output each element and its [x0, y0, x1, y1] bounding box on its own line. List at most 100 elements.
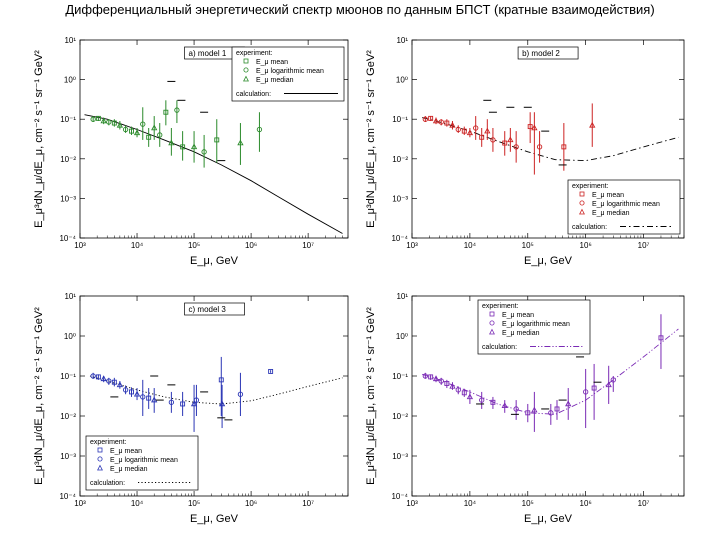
legend-item-label: E_μ logarithmic mean — [502, 321, 570, 328]
x-axis-label: E_μ, GeV — [524, 255, 573, 267]
data-point — [268, 368, 274, 374]
legend-frame — [231, 46, 345, 102]
legend-item-label: E_μ median — [256, 77, 294, 84]
data-point — [218, 400, 226, 407]
legend-header: experiment: — [482, 303, 519, 310]
data-point — [237, 139, 244, 146]
panel-title: b) model 2 — [522, 49, 560, 58]
y-tick-label: 10⁻¹ — [392, 115, 408, 124]
data-point — [490, 137, 496, 143]
legend: experiment: E_μ mean E_μ logarithmic mean E… — [85, 435, 199, 491]
x-tick-label: 10⁶ — [580, 241, 592, 250]
data-point — [95, 115, 101, 121]
data-point — [583, 389, 589, 395]
data-point — [461, 128, 467, 134]
data-point — [466, 393, 474, 400]
data-point — [561, 144, 567, 150]
data-point — [473, 125, 479, 131]
x-axis-label: E_μ, GeV — [524, 513, 573, 525]
calculation-curve — [84, 114, 343, 234]
data-point — [129, 128, 134, 134]
legend-calc-label: calculation: — [482, 344, 517, 351]
x-tick-label: 10⁵ — [522, 241, 534, 250]
y-tick-label: 10¹ — [64, 36, 76, 45]
data-point — [140, 121, 146, 127]
y-tick-label: 10⁻⁴ — [391, 234, 408, 243]
legend-header: experiment: — [572, 183, 609, 190]
x-tick-label: 10³ — [406, 499, 418, 508]
x-tick-label: 10³ — [74, 499, 86, 508]
data-point — [146, 134, 152, 140]
legend-marker — [489, 311, 495, 317]
y-tick-label: 10⁰ — [64, 332, 76, 341]
data-point — [201, 149, 207, 155]
legend-marker — [243, 67, 249, 73]
y-axis-label: E_μ³dN_μ/dE_μ, cm⁻² s⁻¹ sr⁻¹ GeV² — [365, 50, 377, 228]
y-tick-label: 10¹ — [396, 292, 408, 301]
legend-marker — [97, 447, 103, 453]
data-point — [122, 126, 129, 133]
chart-panel-1: 10³ 10⁴ 10⁵ 10⁶ 10⁷ 10⁻⁴ 10⁻³ 10⁻² 10⁻¹ 10⁰ 10¹ E_μ… — [33, 36, 349, 267]
y-tick-label: 10⁻¹ — [60, 372, 76, 381]
data-point — [513, 144, 519, 150]
data-point — [90, 373, 96, 379]
x-tick-label: 10⁷ — [638, 499, 650, 508]
chart-panel-3: 10³ 10⁴ 10⁵ 10⁶ 10⁷ 10⁻⁴ 10⁻³ 10⁻² 10⁻¹ 10⁰ 10¹ E_μ… — [33, 292, 349, 525]
data-point — [461, 390, 467, 396]
legend-marker — [243, 75, 249, 82]
panel-title-frame — [517, 46, 579, 60]
legend-header: experiment: — [236, 50, 273, 57]
y-tick-label: 10⁻³ — [60, 194, 76, 203]
legend-frame — [85, 435, 199, 491]
x-tick-label: 10³ — [74, 241, 86, 250]
data-point — [507, 136, 514, 143]
data-point — [193, 397, 200, 403]
y-tick-label: 10⁻⁴ — [59, 492, 76, 501]
y-axis-label: E_μ³dN_μ/dE_μ, cm⁻² s⁻¹ sr⁻¹ GeV² — [33, 50, 45, 228]
data-point — [490, 399, 496, 405]
legend-item-label: E_μ median — [592, 210, 630, 217]
panel-title-box: c) model 3 — [184, 302, 245, 316]
x-tick-label: 10⁴ — [131, 241, 144, 250]
x-tick-label: 10⁶ — [580, 499, 592, 508]
data-point — [658, 335, 664, 341]
y-tick-label: 10⁻⁴ — [59, 234, 76, 243]
data-point — [168, 399, 175, 405]
legend-calc-label: calculation: — [236, 91, 271, 98]
data-point — [444, 381, 450, 386]
legend-item-label: E_μ logarithmic mean — [256, 68, 324, 75]
data-point — [428, 374, 434, 380]
data-point — [531, 406, 538, 413]
data-point — [432, 117, 440, 124]
data-point — [605, 381, 612, 388]
data-point — [116, 121, 124, 128]
x-tick-label: 10⁵ — [522, 499, 534, 508]
chart-panel-2: 10³ 10⁴ 10⁵ 10⁶ 10⁷ 10⁻⁴ 10⁻³ 10⁻² 10⁻¹ 10⁰ 10¹ E_μ… — [365, 36, 685, 267]
x-tick-label: 10⁷ — [302, 499, 314, 508]
page-title: Дифференциальный энергетический спектр м… — [65, 2, 655, 17]
legend-marker — [489, 320, 495, 326]
data-point — [111, 120, 117, 126]
x-tick-label: 10⁴ — [464, 499, 477, 508]
y-tick-label: 10⁻⁴ — [391, 492, 408, 501]
data-point — [151, 124, 158, 131]
panel-title-frame — [184, 302, 245, 316]
data-point — [479, 134, 485, 140]
y-axis-label: E_μ³dN_μ/dE_μ, cm⁻² s⁻¹ sr⁻¹ GeV² — [33, 307, 45, 485]
data-point — [157, 132, 163, 138]
legend-item-label: E_μ mean — [592, 192, 624, 199]
legend-item-label: E_μ mean — [110, 448, 142, 455]
data-point — [591, 385, 597, 391]
data-point — [422, 373, 428, 379]
legend-frame — [567, 179, 681, 235]
y-tick-label: 10⁻² — [392, 155, 408, 164]
data-point — [218, 377, 224, 383]
data-point — [565, 400, 572, 407]
legend: experiment: E_μ mean E_μ logarithmic mean E… — [231, 46, 345, 102]
data-point — [214, 137, 220, 143]
data-point — [589, 121, 596, 128]
data-point — [536, 144, 543, 150]
data-point — [531, 124, 538, 131]
data-point — [444, 120, 450, 126]
